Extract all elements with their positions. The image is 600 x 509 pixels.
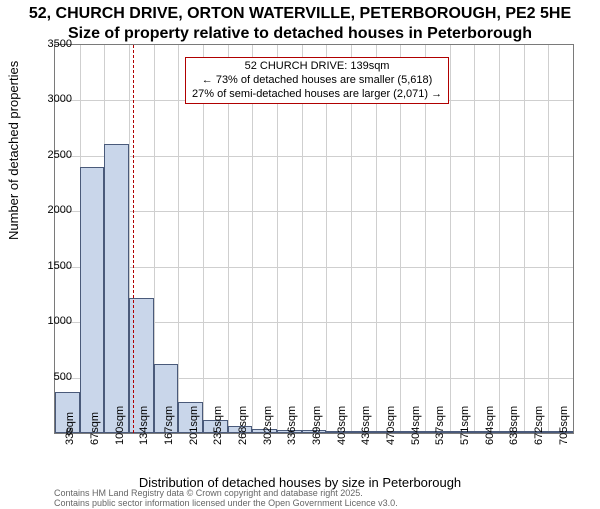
histogram-chart: 52 CHURCH DRIVE: 139sqm← 73% of detached… <box>54 44 574 434</box>
ytick-label: 3500 <box>32 38 72 50</box>
gridline-v <box>450 45 451 433</box>
gridline-v <box>548 45 549 433</box>
annotation-box: 52 CHURCH DRIVE: 139sqm← 73% of detached… <box>185 57 449 104</box>
chart-title-block: 52, CHURCH DRIVE, ORTON WATERVILLE, PETE… <box>0 0 600 44</box>
title-line-2: Size of property relative to detached ho… <box>0 24 600 44</box>
ytick-label: 2500 <box>32 149 72 161</box>
gridline-v <box>499 45 500 433</box>
reference-line <box>133 45 134 433</box>
histogram-bar <box>80 167 105 433</box>
ytick-label: 1500 <box>32 260 72 272</box>
ytick-label: 3000 <box>32 93 72 105</box>
annotation-line-1: 52 CHURCH DRIVE: 139sqm <box>192 60 442 74</box>
plot-area: 52 CHURCH DRIVE: 139sqm← 73% of detached… <box>54 44 574 434</box>
title-line-1: 52, CHURCH DRIVE, ORTON WATERVILLE, PETE… <box>0 4 600 24</box>
annotation-line-3: 27% of semi-detached houses are larger (… <box>192 88 442 102</box>
ytick-label: 1000 <box>32 315 72 327</box>
y-axis-label: Number of detached properties <box>6 61 21 240</box>
ytick-label: 2000 <box>32 204 72 216</box>
footer-attribution: Contains HM Land Registry data © Crown c… <box>54 488 398 509</box>
gridline-v <box>178 45 179 433</box>
gridline-v <box>524 45 525 433</box>
annotation-line-2: ← 73% of detached houses are smaller (5,… <box>192 74 442 88</box>
histogram-bar <box>104 144 129 433</box>
ytick-label: 500 <box>32 371 72 383</box>
footer-line-1: Contains HM Land Registry data © Crown c… <box>54 488 398 498</box>
gridline-v <box>474 45 475 433</box>
